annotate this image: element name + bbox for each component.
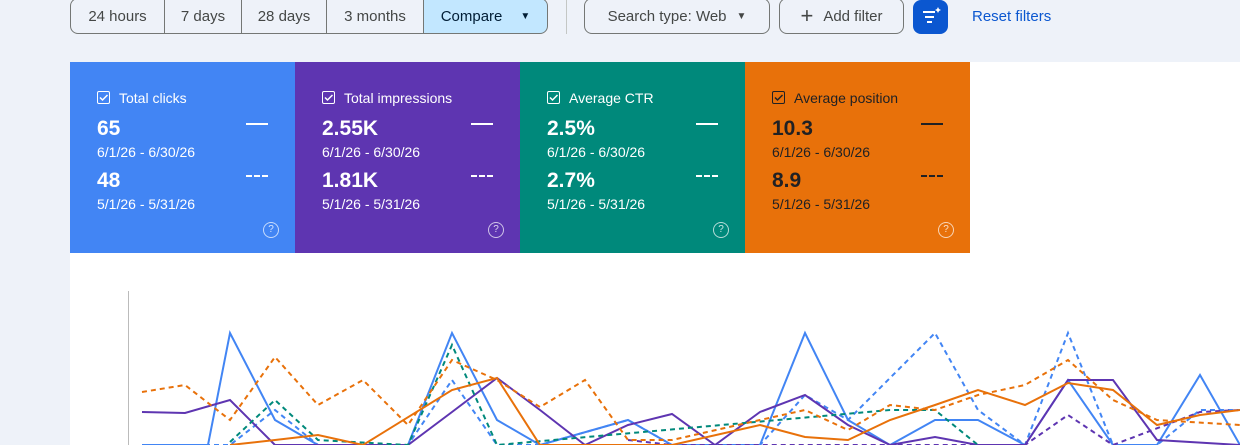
compare-text: Compare (440, 7, 503, 25)
solid-indicator (921, 123, 943, 125)
dropdown-arrow: ▼ (520, 10, 531, 22)
help-icon[interactable]: ? (488, 222, 504, 238)
position-previous-line (141, 355, 1240, 441)
previous-range: 5/1/26 - 5/31/26 (322, 196, 421, 212)
checkbox[interactable] (772, 91, 785, 104)
search-type-text: Search type: Web (607, 7, 727, 25)
date-range-button[interactable]: 3 months (326, 0, 424, 34)
dashed-indicator (696, 175, 718, 177)
checkbox[interactable] (97, 91, 110, 104)
divider (566, 0, 567, 34)
filter-icon (923, 7, 941, 23)
current-value: 2.55K (322, 117, 379, 140)
solid-indicator (246, 123, 268, 125)
solid-indicator (696, 123, 718, 125)
previous-value: 2.7% (547, 169, 595, 192)
current-range: 6/1/26 - 6/30/26 (772, 144, 871, 160)
date-range-button[interactable]: 28 days (241, 0, 327, 34)
filter-icon-button[interactable] (913, 0, 948, 34)
current-value: 65 (97, 117, 121, 140)
impressions-previous-line (627, 409, 1240, 445)
previous-value: 48 (97, 169, 121, 192)
checkbox[interactable] (322, 91, 335, 104)
current-range: 6/1/26 - 6/30/26 (322, 144, 421, 160)
ctr-lines (229, 342, 979, 445)
checkbox[interactable] (547, 91, 560, 104)
previous-range: 5/1/26 - 5/31/26 (547, 196, 646, 212)
metric-label: Total impressions (344, 90, 453, 106)
position-current-line (229, 376, 1240, 445)
previous-value: 8.9 (772, 169, 802, 192)
metric-card[interactable]: Average position 10.3 6/1/26 - 6/30/26 8.9 5… (745, 62, 970, 253)
clicks-previous-line (142, 330, 1240, 445)
add-filter-button[interactable]: + Add filter (779, 0, 904, 34)
help-icon[interactable]: ? (263, 222, 279, 238)
dashed-indicator (246, 175, 268, 177)
current-value: 10.3 (772, 117, 813, 140)
date-range-button[interactable]: 7 days (164, 0, 242, 34)
current-range: 6/1/26 - 6/30/26 (547, 144, 646, 160)
dashed-indicator (471, 175, 493, 177)
metric-label: Average position (794, 90, 899, 106)
metric-card[interactable]: Average CTR 2.5% 6/1/26 - 6/30/26 2.7% 5/1/2… (520, 62, 745, 253)
impressions-current-line (141, 376, 1240, 445)
current-range: 6/1/26 - 6/30/26 (97, 144, 196, 160)
previous-range: 5/1/26 - 5/31/26 (772, 196, 871, 212)
dashed-indicator (921, 175, 943, 177)
previous-value: 1.81K (322, 169, 379, 192)
help-icon[interactable]: ? (713, 222, 729, 238)
metric-label: Total clicks (119, 90, 187, 106)
date-range-button[interactable]: 24 hours (70, 0, 165, 34)
help-icon[interactable]: ? (938, 222, 954, 238)
metric-label: Average CTR (569, 90, 654, 106)
reset-filters-link[interactable]: Reset filters (972, 8, 1052, 25)
metric-card[interactable]: Total clicks 65 6/1/26 - 6/30/26 48 5/1/26 -… (70, 62, 295, 253)
solid-indicator (471, 123, 493, 125)
current-value: 2.5% (547, 117, 595, 140)
search-type-button[interactable]: Search type: Web ▼ (584, 0, 770, 34)
previous-range: 5/1/26 - 5/31/26 (97, 196, 196, 212)
metric-card[interactable]: Total impressions 2.55K 6/1/26 - 6/30/26 1.… (295, 62, 520, 253)
add-filter-text: Add filter (823, 7, 883, 25)
compare-button[interactable]: Compare ▼ (423, 0, 548, 34)
